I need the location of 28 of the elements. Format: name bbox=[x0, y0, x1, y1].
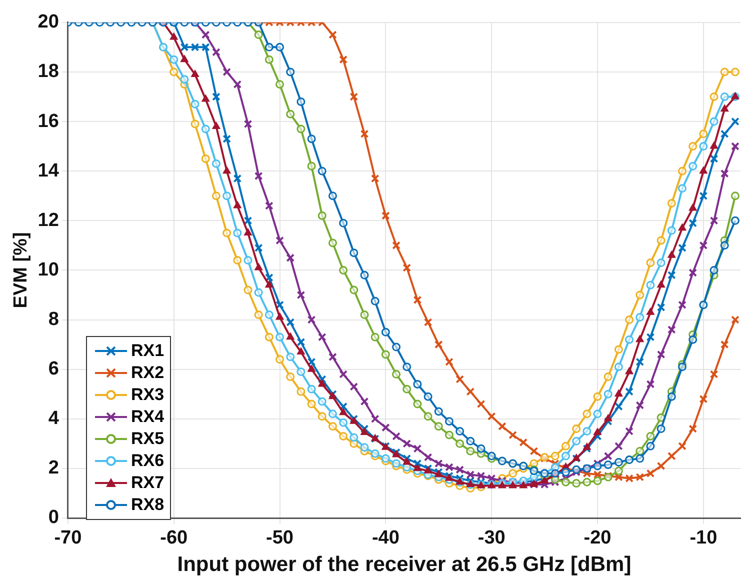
y-tick-label: 0 bbox=[48, 507, 59, 528]
x-tick-label: -50 bbox=[266, 528, 294, 549]
legend-label: RX3 bbox=[131, 384, 164, 406]
y-tick-label: 6 bbox=[48, 358, 59, 380]
y-tick-label: 2 bbox=[48, 458, 59, 479]
legend-label: RX6 bbox=[131, 450, 164, 472]
legend-label: RX8 bbox=[131, 494, 164, 516]
y-tick-label: 20 bbox=[38, 12, 59, 33]
legend-label: RX4 bbox=[131, 406, 164, 428]
y-tick-label: 18 bbox=[38, 61, 59, 82]
legend-label: RX2 bbox=[131, 362, 164, 384]
x-tick-label: -40 bbox=[372, 528, 400, 549]
legend-label: RX5 bbox=[131, 428, 164, 450]
y-tick-label: 12 bbox=[38, 210, 59, 231]
x-tick-label: -20 bbox=[584, 528, 612, 549]
y-axis-title: EVM [%] bbox=[10, 232, 32, 308]
y-tick-label: 4 bbox=[48, 408, 60, 430]
legend-label: RX7 bbox=[131, 472, 164, 494]
x-tick-label: -30 bbox=[478, 528, 506, 549]
x-axis-title: Input power of the receiver at 26.5 GHz [dBm] bbox=[177, 553, 632, 576]
y-tick-label: 10 bbox=[38, 259, 59, 280]
y-tick-label: 8 bbox=[48, 308, 59, 330]
x-tick-label: -70 bbox=[54, 528, 82, 549]
y-tick-label: 16 bbox=[38, 110, 59, 132]
x-tick-label: -60 bbox=[160, 528, 188, 549]
legend-label: RX1 bbox=[131, 340, 164, 362]
y-tick-label: 14 bbox=[38, 160, 60, 182]
x-tick-label: -10 bbox=[690, 528, 718, 549]
